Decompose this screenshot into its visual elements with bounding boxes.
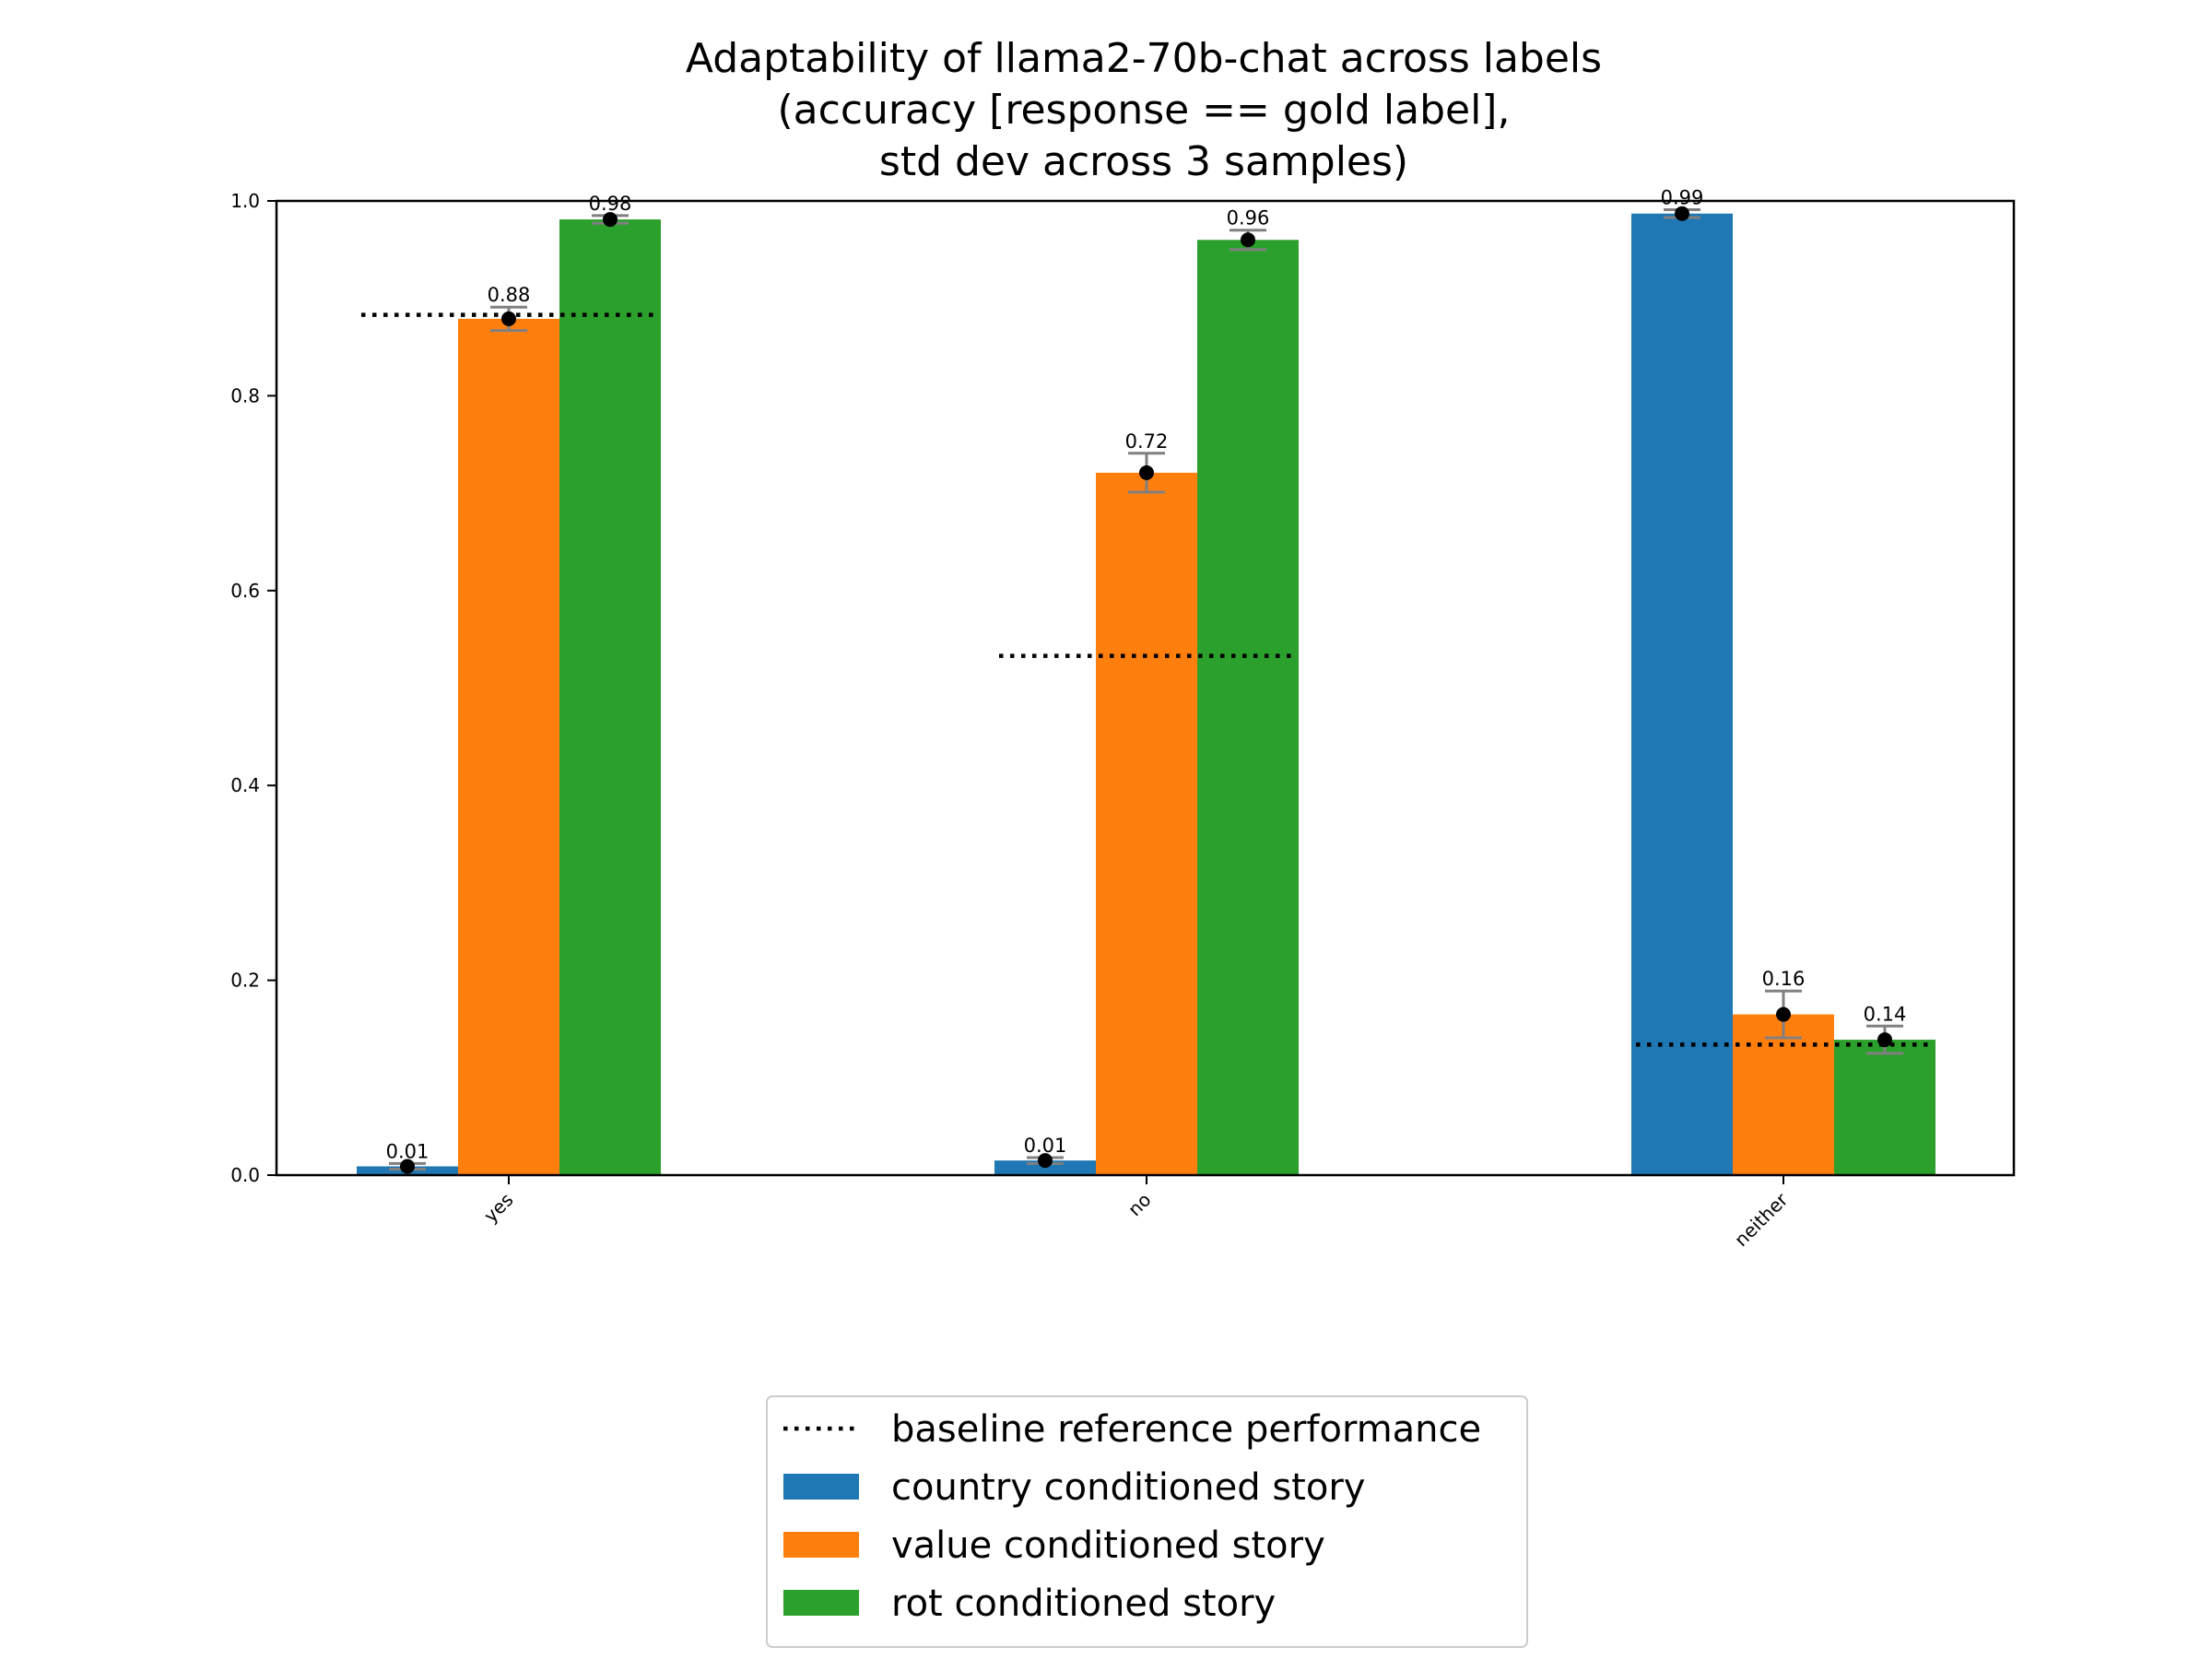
mean-point-yes-value	[501, 311, 516, 326]
legend-label: rot conditioned story	[891, 1583, 1276, 1625]
bar-yes-rot	[559, 219, 661, 1175]
data-label-no-country: 0.01	[1024, 1135, 1067, 1157]
mean-point-neither-rot	[1877, 1032, 1892, 1048]
data-label-no-rot: 0.96	[1227, 207, 1270, 229]
data-label-yes-rot: 0.98	[589, 193, 632, 215]
y-tick-label: 0.4	[230, 774, 260, 796]
data-label-neither-rot: 0.14	[1864, 1003, 1907, 1025]
legend-swatch	[783, 1590, 859, 1616]
bars	[357, 213, 1936, 1176]
legend-label: baseline reference performance	[891, 1408, 1481, 1451]
y-tick-label: 0.0	[230, 1164, 260, 1186]
legend-swatch	[783, 1474, 859, 1500]
x-tick-label-no: no	[1124, 1189, 1156, 1221]
mean-point-no-value	[1139, 465, 1154, 480]
mean-points	[400, 206, 1892, 1174]
data-label-yes-value: 0.88	[488, 284, 531, 306]
data-label-no-value: 0.72	[1125, 430, 1169, 453]
mean-point-yes-rot	[603, 212, 618, 228]
x-tick-label-neither: neither	[1730, 1188, 1793, 1251]
legend-box	[766, 1395, 1528, 1648]
plot-frame	[275, 199, 2016, 1177]
mean-point-no-rot	[1241, 232, 1255, 248]
legend-label: value conditioned story	[891, 1524, 1325, 1567]
mean-point-neither-value	[1776, 1006, 1791, 1022]
bar-neither-rot	[1834, 1040, 1936, 1175]
y-tick-label: 0.8	[230, 384, 260, 406]
y-tick-label: 0.6	[230, 580, 260, 602]
bar-yes-value	[458, 318, 559, 1176]
legend-item-rot: rot conditioned story	[783, 1583, 1276, 1625]
legend-item-baseline: baseline reference performance	[783, 1408, 1481, 1451]
chart-title-line-2: (accuracy [response == gold label],	[778, 87, 1511, 134]
bar-neither-value	[1733, 1014, 1834, 1175]
legend: baseline reference performance country co…	[766, 1395, 1528, 1648]
legend-swatch	[783, 1532, 859, 1558]
x-tick-label-yes: yes	[479, 1189, 517, 1227]
y-tick-label: 0.2	[230, 970, 260, 992]
mean-point-neither-country	[1675, 206, 1689, 221]
data-labels: 0.01 0.01 0.99 0.88 0.72 0.16 0.98 0.96 0.14	[386, 187, 1907, 1163]
legend-item-country: country conditioned story	[783, 1466, 1365, 1509]
mean-point-yes-country	[400, 1159, 415, 1174]
bar-no-value	[1096, 472, 1197, 1175]
mean-point-no-country	[1038, 1153, 1053, 1169]
bar-neither-country	[1631, 213, 1733, 1176]
y-tick-label: 1.0	[230, 190, 260, 212]
legend-label: country conditioned story	[891, 1466, 1365, 1509]
chart-title-line-1: Adaptability of llama2-70b-chat across l…	[686, 35, 1602, 82]
data-label-neither-value: 0.16	[1762, 968, 1806, 990]
legend-item-value: value conditioned story	[783, 1524, 1325, 1567]
data-label-yes-country: 0.01	[386, 1140, 429, 1162]
chart-title-line-3: std dev across 3 samples)	[879, 138, 1408, 185]
bar-no-rot	[1197, 240, 1299, 1175]
data-label-neither-country: 0.99	[1661, 187, 1704, 209]
chart-title: Adaptability of llama2-70b-chat across l…	[686, 35, 1602, 185]
